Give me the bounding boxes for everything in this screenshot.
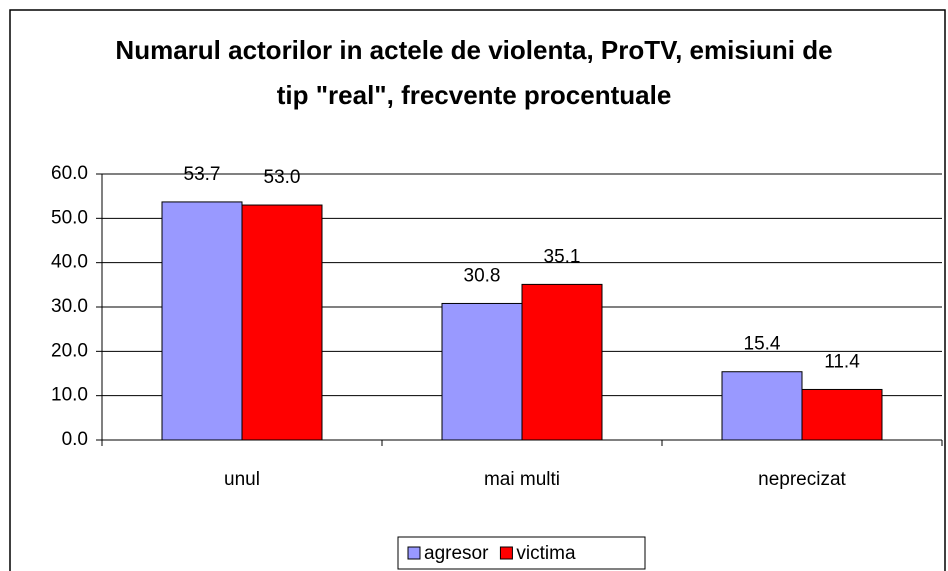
x-tick-label: unul <box>224 469 260 490</box>
legend-label: victima <box>516 543 576 564</box>
value-label: 30.8 <box>464 265 501 286</box>
value-label: 11.4 <box>824 351 860 372</box>
y-tick-label: 20.0 <box>51 340 88 361</box>
y-tick-label: 40.0 <box>51 252 88 273</box>
bar <box>241 204 323 441</box>
bar <box>441 302 523 441</box>
value-label: 53.7 <box>184 164 221 185</box>
legend-swatch <box>407 546 421 560</box>
chart-border <box>9 9 946 571</box>
y-tick-label: 50.0 <box>51 207 88 228</box>
legend-swatch <box>499 546 513 560</box>
y-tick-label: 30.0 <box>51 296 88 317</box>
x-tick-label: neprecizat <box>758 469 846 490</box>
value-label: 53.0 <box>264 167 301 188</box>
x-tick-label: mai multi <box>484 469 560 490</box>
legend-box <box>397 536 646 570</box>
bar <box>161 201 243 441</box>
value-label: 15.4 <box>744 334 781 355</box>
bar <box>521 283 603 441</box>
legend-label: agresor <box>424 543 489 564</box>
y-tick-label: 10.0 <box>51 385 88 406</box>
bar <box>801 388 883 441</box>
chart-title: Numarul actorilor in actele de violenta,… <box>115 35 833 110</box>
y-tick-label: 60.0 <box>51 163 88 184</box>
y-tick-label: 0.0 <box>62 429 88 450</box>
value-label: 35.1 <box>544 246 581 267</box>
bar <box>721 371 803 441</box>
